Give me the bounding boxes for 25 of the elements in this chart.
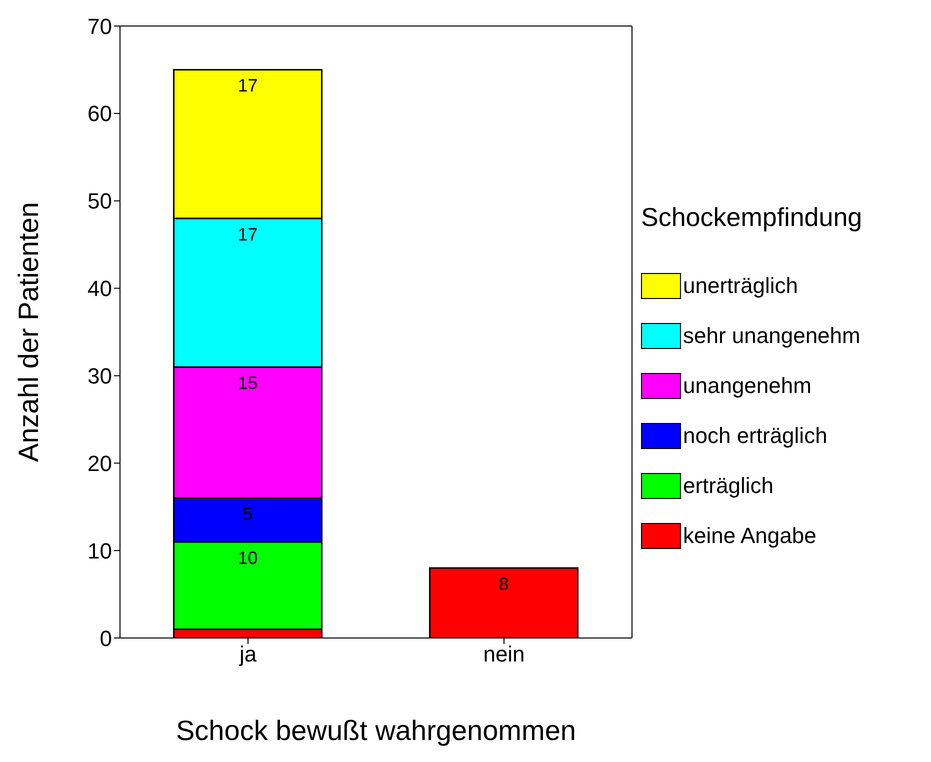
y-tick-label: 70 bbox=[88, 14, 112, 39]
x-axis-title: Schock bewußt wahrgenommen bbox=[176, 715, 576, 746]
y-tick-label: 50 bbox=[88, 188, 112, 214]
data-label: 8 bbox=[498, 574, 509, 594]
y-tick-label: 20 bbox=[88, 450, 112, 476]
data-label: 17 bbox=[238, 76, 258, 96]
y-tick-label: 60 bbox=[88, 101, 112, 126]
y-tick-label: 10 bbox=[88, 538, 112, 564]
legend-label: erträglich bbox=[683, 472, 774, 498]
y-axis-title: Anzahl der Patienten bbox=[12, 202, 44, 462]
x-tick-label: nein bbox=[483, 642, 525, 667]
data-label: 10 bbox=[238, 548, 258, 568]
y-tick-label: 40 bbox=[88, 276, 112, 302]
legend-label: keine Angabe bbox=[683, 522, 816, 548]
y-tick-label: 30 bbox=[88, 364, 112, 389]
legend-title: Schockempfindung bbox=[641, 202, 864, 232]
data-label: 17 bbox=[238, 224, 258, 244]
legend-label: sehr unangenehm bbox=[683, 322, 860, 348]
legend-label: unerträglich bbox=[683, 272, 798, 298]
y-tick-label: 0 bbox=[100, 626, 112, 651]
x-tick-label: ja bbox=[238, 642, 258, 667]
data-label: 5 bbox=[242, 504, 253, 524]
legend-label: unangenehm bbox=[683, 372, 812, 398]
legend-label: noch erträglich bbox=[683, 422, 828, 448]
data-label: 15 bbox=[238, 372, 258, 393]
